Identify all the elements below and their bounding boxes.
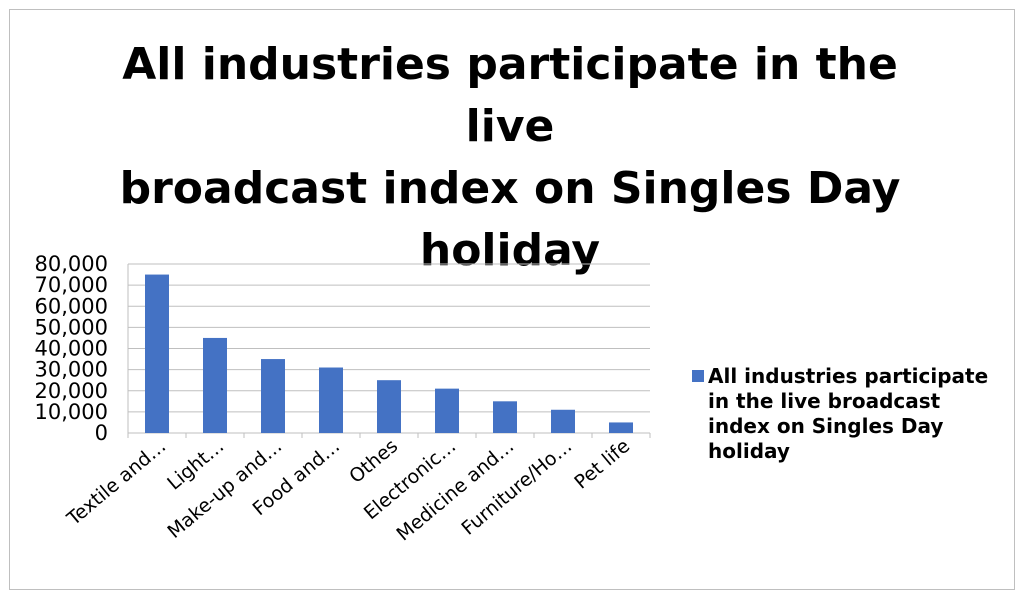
y-tick-label: 20,000 (35, 379, 108, 403)
legend-label-line-2: in the live broadcast (708, 389, 941, 413)
legend-label-line-4: holiday (708, 439, 790, 463)
legend-label-line-1: All industries participate (708, 364, 989, 388)
chart-title-line-3: holiday (419, 225, 601, 276)
y-tick-label: 30,000 (35, 358, 108, 382)
chart-title: All industries participate in the live b… (80, 34, 940, 282)
bar (261, 359, 285, 433)
bar (319, 367, 343, 433)
bar (377, 380, 401, 433)
legend: All industries participate in the live b… (692, 364, 1012, 464)
x-category-label: Textile and… (62, 435, 170, 531)
chart-title-line-2: broadcast index on Singles Day (119, 163, 901, 214)
y-tick-label: 60,000 (35, 294, 108, 318)
x-category-label: Pet life (570, 435, 634, 494)
bar (145, 274, 169, 433)
y-tick-label: 80,000 (35, 252, 108, 276)
legend-label-line-3: index on Singles Day (708, 414, 944, 438)
bar (493, 401, 517, 433)
y-tick-label: 40,000 (35, 337, 108, 361)
chart-frame (9, 9, 1015, 590)
bar (435, 388, 459, 433)
y-tick-label: 70,000 (35, 273, 108, 297)
y-tick-label: 50,000 (35, 315, 108, 339)
chart-title-line-1: All industries participate in the live (122, 39, 898, 152)
legend-swatch (692, 370, 704, 382)
bar (551, 409, 575, 433)
bar (203, 337, 227, 433)
y-tick-label: 0 (95, 421, 108, 445)
bar (609, 422, 633, 433)
y-tick-label: 10,000 (35, 400, 108, 424)
legend-label: All industries participate in the live b… (708, 364, 1008, 464)
